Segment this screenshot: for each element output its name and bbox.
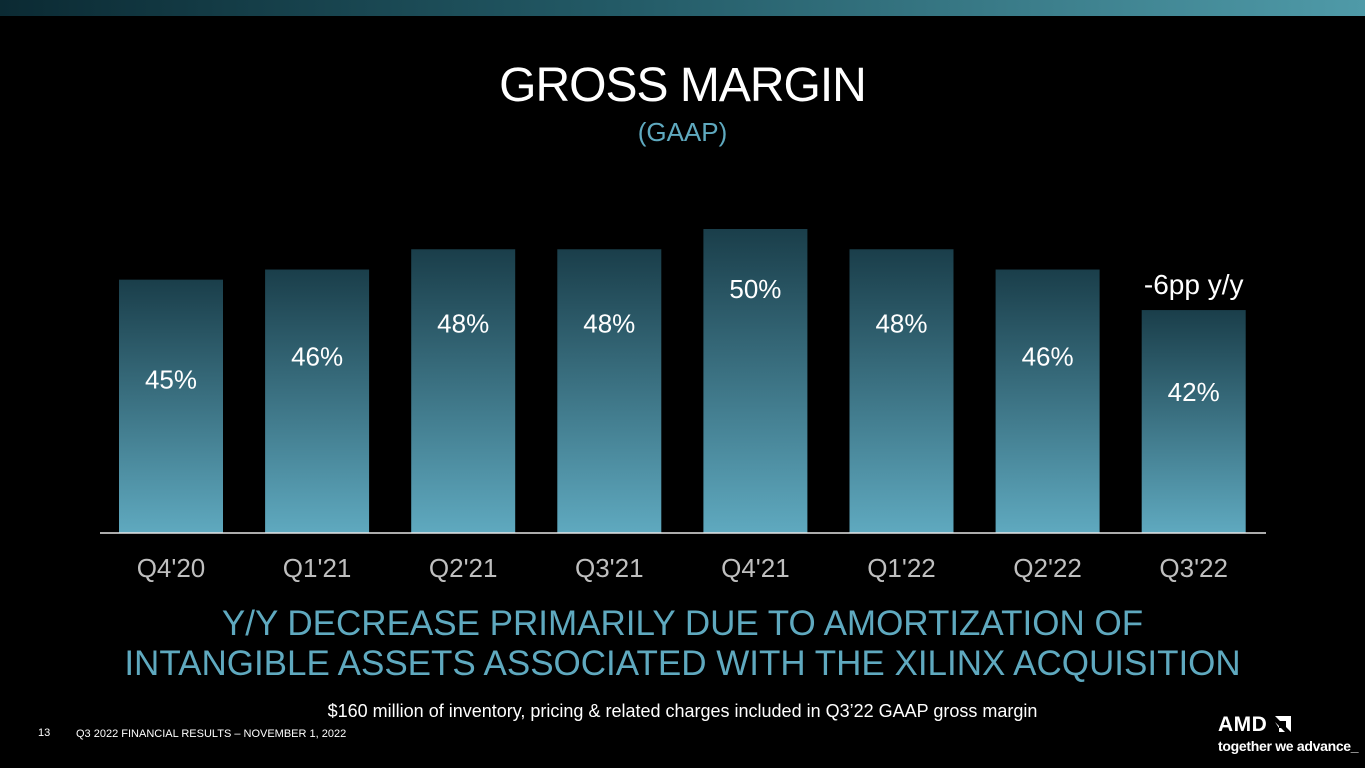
headline-line-2: INTANGIBLE ASSETS ASSOCIATED WITH THE XI…	[124, 644, 1241, 683]
data-label: 48%	[437, 308, 489, 338]
yoy-annotation: -6pp y/y	[1144, 269, 1244, 300]
bar-Q4'21	[703, 229, 808, 533]
bar-Q2'21	[411, 249, 516, 533]
tagline: together we advance_	[1218, 738, 1359, 754]
data-label: 48%	[875, 308, 927, 338]
footnote: $160 million of inventory, pricing & rel…	[327, 701, 1038, 721]
footer-text: Q3 2022 FINANCIAL RESULTS – NOVEMBER 1, …	[76, 728, 347, 740]
x-tick-label: Q2'21	[429, 553, 498, 583]
bar-Q3'22	[1141, 310, 1246, 533]
x-tick-label: Q2'22	[1013, 553, 1082, 583]
x-tick-label: Q3'22	[1159, 553, 1228, 583]
page-number: 13	[38, 727, 51, 739]
bar-Q4'20	[119, 279, 223, 533]
bar-Q1'21	[265, 269, 370, 533]
headline-line-1: Y/Y DECREASE PRIMARILY DUE TO AMORTIZATI…	[221, 604, 1144, 643]
slide-subtitle: (GAAP)	[637, 117, 728, 147]
slide-title: GROSS MARGIN	[499, 59, 867, 112]
x-tick-label: Q3'21	[575, 553, 644, 583]
data-label: 45%	[145, 365, 197, 395]
amd-logo: AMD together we advance_	[1218, 713, 1359, 757]
data-label: 48%	[583, 308, 635, 338]
bar-Q2'22	[995, 269, 1100, 533]
x-tick-label: Q1'21	[283, 553, 352, 583]
x-tick-label: Q1'22	[867, 553, 936, 583]
amd-arrow-icon	[1275, 716, 1291, 732]
data-label: 46%	[291, 342, 343, 372]
logo-text: AMD	[1218, 713, 1268, 736]
top-accent-bar	[0, 0, 1365, 16]
gross-margin-bar-chart: 45% Q4'20 46% Q1'21 48% Q2'21 48% Q3'21 50% Q4'21…	[100, 229, 1266, 583]
headline: Y/Y DECREASE PRIMARILY DUE TO AMORTIZATI…	[0, 604, 1365, 684]
data-label: 42%	[1168, 377, 1220, 407]
data-label: 46%	[1022, 342, 1074, 372]
x-tick-label: Q4'20	[137, 553, 206, 583]
data-label: 50%	[729, 274, 781, 304]
bar-Q1'22	[849, 249, 954, 533]
bar-Q3'21	[557, 249, 662, 533]
x-tick-label: Q4'21	[721, 553, 790, 583]
